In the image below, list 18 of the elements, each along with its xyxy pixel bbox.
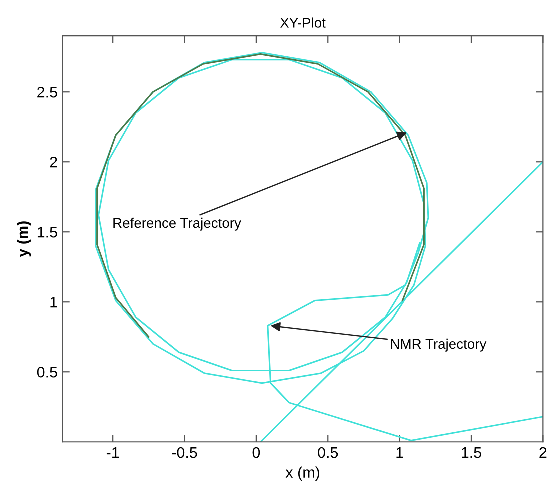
x-axis-title: x (m) [286,466,320,482]
annotation: NMR Trajectory [391,338,487,352]
annotation: Reference Trajectory [114,218,242,231]
chart-title: XY-Plot [280,18,326,28]
y-tick-label: 0.5 [37,366,58,378]
x-tick-label: 1 [396,448,404,458]
y-tick-label: 2 [50,156,58,168]
y-tick-label: 1 [50,297,58,308]
x-tick-label: 0 [252,447,260,458]
x-tick-label: -1 [106,448,120,458]
y-tick-label: 1.5 [38,227,58,238]
x-tick-label: -0.5 [172,447,198,458]
y-axis-title: y (m) [17,222,32,258]
line-series [96,54,425,338]
x-tick-label: 2 [540,447,547,458]
y-tick-label: 2.5 [38,86,58,98]
x-tick-label: 0.5 [318,447,338,458]
x-tick-label: 1.5 [462,448,482,458]
